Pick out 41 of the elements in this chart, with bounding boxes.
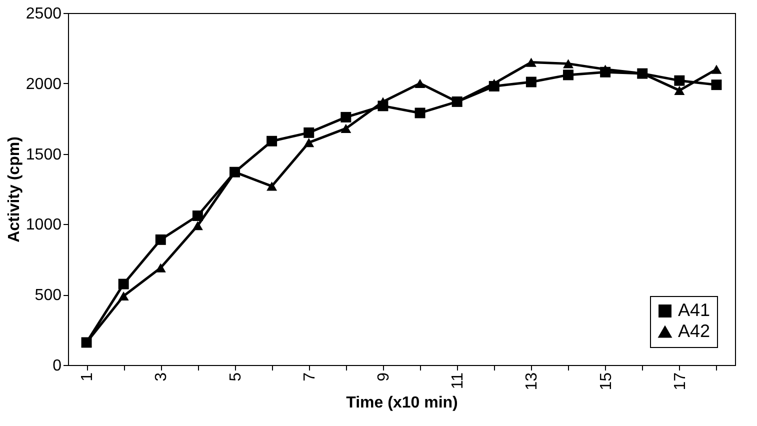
point <box>340 124 352 133</box>
x-tick-label: 17 <box>672 372 689 390</box>
point <box>526 58 536 67</box>
point <box>414 78 426 88</box>
point <box>118 278 129 290</box>
point <box>266 136 278 146</box>
point <box>563 70 574 80</box>
y-tick-label: 2500 <box>26 6 62 22</box>
point <box>340 112 352 122</box>
y-axis-title: Activity (cpm) <box>6 136 23 242</box>
x-tick-label: 5 <box>227 372 244 382</box>
x-axis-title: Time (x10 min) <box>346 394 458 412</box>
point <box>674 86 685 95</box>
point <box>192 210 203 221</box>
point <box>118 291 129 301</box>
legend-label: A42 <box>678 321 710 341</box>
point <box>674 75 685 86</box>
legend-label: A41 <box>678 300 710 320</box>
y-tick-label: 500 <box>34 287 62 304</box>
point <box>192 221 203 230</box>
y-tick-label: 1000 <box>26 216 62 234</box>
point <box>155 234 166 245</box>
point <box>304 127 314 138</box>
x-tick-label: 15 <box>598 372 615 390</box>
point <box>266 182 278 191</box>
point <box>563 59 574 68</box>
point <box>304 138 314 148</box>
x-tick-label: 9 <box>375 372 392 382</box>
y-tick-label: 0 <box>52 358 62 374</box>
point <box>711 64 722 74</box>
x-tick-label: 1 <box>79 372 96 382</box>
point <box>711 80 722 90</box>
y-tick-label: 2000 <box>26 76 62 93</box>
point <box>526 76 536 88</box>
x-tick-label: 11 <box>450 372 467 390</box>
point <box>414 108 426 118</box>
x-tick-label: 13 <box>524 372 541 390</box>
y-tick-label: 1500 <box>26 146 62 164</box>
point <box>155 263 166 272</box>
x-tick-label: 3 <box>153 372 170 382</box>
x-tick-label: 7 <box>301 372 318 382</box>
